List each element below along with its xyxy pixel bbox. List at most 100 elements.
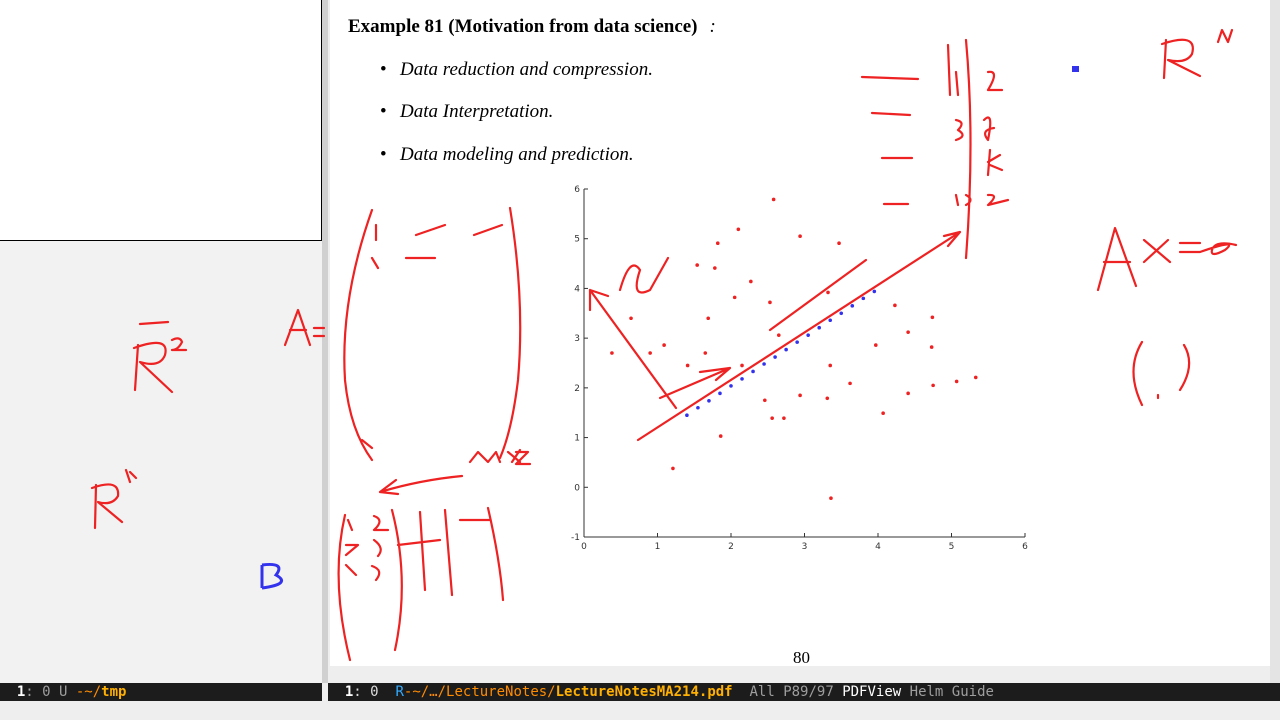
point (798, 234, 802, 239)
point (861, 296, 866, 301)
minor-modes: Helm Guide (901, 684, 994, 700)
bullet: Data Interpretation. (380, 101, 553, 123)
colon: : (709, 16, 716, 37)
point (906, 330, 910, 334)
buffer-path: -~/…/LectureNotes/ (403, 684, 556, 700)
point (696, 405, 700, 410)
y-tick-label: 2 (574, 384, 580, 394)
point (798, 393, 802, 398)
y-tick-label: 6 (574, 185, 580, 195)
example-title: (Motivation from data science) (448, 16, 698, 37)
point (685, 413, 689, 418)
scroll-margin (1270, 0, 1280, 683)
bullet-text: Data Interpretation. (400, 101, 554, 122)
point (839, 311, 844, 316)
point (762, 362, 766, 366)
point (749, 279, 753, 284)
point (872, 289, 877, 294)
example-heading: Example 81 (Motivation from data science… (348, 16, 716, 38)
y-tick-label: 0 (574, 483, 580, 493)
point (718, 434, 723, 438)
window-number: 1 (16, 684, 26, 700)
point (973, 375, 978, 380)
point (848, 381, 852, 386)
point (751, 369, 755, 374)
point (782, 416, 786, 420)
y-tick-label: 1 (574, 434, 580, 444)
point (881, 411, 885, 416)
bullet: Data reduction and compression. (380, 59, 653, 81)
point (715, 241, 720, 245)
x-tick-label: 2 (728, 542, 734, 552)
point (954, 379, 959, 384)
buffer-state: : 0 U (25, 684, 76, 700)
point (837, 241, 841, 245)
y-tick-label: 4 (574, 284, 580, 294)
point (707, 398, 711, 403)
point (685, 363, 690, 368)
y-tick-label: 5 (574, 235, 580, 245)
x-tick-label: 3 (802, 542, 808, 552)
x-tick-label: 5 (949, 542, 955, 552)
point (873, 343, 878, 347)
point (795, 340, 799, 344)
point (784, 347, 788, 352)
point (850, 304, 855, 308)
point (828, 318, 833, 323)
major-mode: PDFView (842, 684, 902, 700)
point (826, 290, 830, 295)
y-tick-label: -1 (571, 533, 580, 543)
position: All P89/97 (732, 684, 843, 700)
right-modeline: 1: 0 R-~/…/LectureNotes/LectureNotesMA21… (328, 683, 1280, 701)
point (817, 325, 821, 330)
point (732, 295, 737, 300)
window-number: 1 (344, 684, 354, 700)
point (930, 315, 935, 320)
point (740, 377, 744, 381)
point (763, 398, 767, 403)
point (662, 343, 666, 347)
point (806, 333, 810, 337)
buffer-path: -~/ (75, 684, 102, 700)
buffer-name: LectureNotesMA214.pdf (555, 684, 733, 700)
point (703, 351, 708, 355)
buffer-state: : 0 (353, 684, 396, 700)
point (736, 227, 741, 232)
image-frame (0, 0, 322, 241)
x-tick-label: 1 (655, 542, 661, 552)
bullet-text: Data modeling and prediction. (400, 144, 634, 165)
point (931, 383, 935, 388)
point (929, 345, 934, 349)
page-number: 80 (793, 648, 810, 667)
left-modeline: 1: 0 U -~/tmp (0, 683, 322, 701)
point (629, 316, 633, 321)
point (695, 263, 699, 267)
point (729, 384, 733, 388)
point (776, 333, 781, 337)
x-tick-label: 0 (581, 542, 587, 552)
point (771, 197, 776, 202)
x-tick-label: 4 (875, 542, 881, 552)
point (648, 351, 652, 355)
point (825, 396, 830, 401)
point (610, 351, 614, 355)
point (671, 466, 675, 471)
point (906, 391, 910, 396)
y-tick-label: 3 (574, 334, 580, 344)
point (770, 416, 774, 420)
point (893, 303, 897, 308)
bullet: Data modeling and prediction. (380, 144, 634, 166)
bullet-text: Data reduction and compression. (400, 59, 653, 80)
point (829, 496, 833, 501)
x-tick-label: 6 (1022, 542, 1028, 552)
point (740, 363, 744, 368)
read-only-flag: R (395, 684, 404, 700)
point (768, 300, 772, 305)
point (713, 266, 717, 270)
buffer-name: tmp (101, 684, 127, 700)
point (706, 316, 711, 321)
point (828, 363, 833, 368)
point (718, 391, 722, 396)
